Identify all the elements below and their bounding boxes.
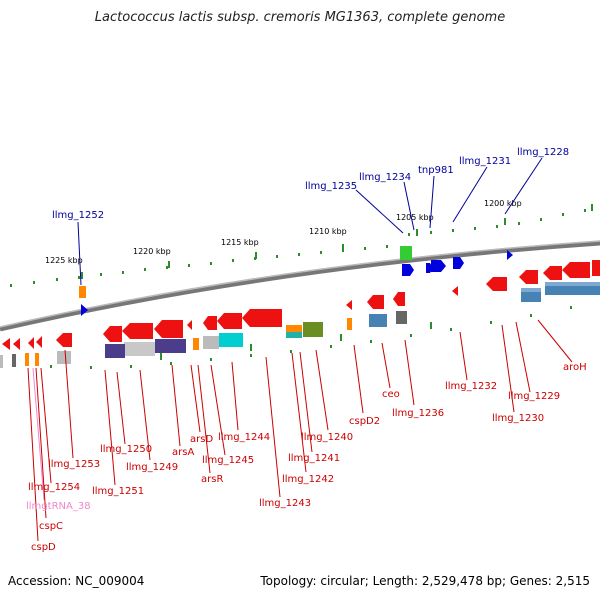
reverse-gene-arrow [36,336,42,348]
reverse-gene-arrow [367,295,384,309]
reverse-gene-arrow [122,323,153,339]
gene-label[interactable]: cspD [31,542,56,553]
bottom-gene-labels: llmg_1253 llmg_1254 llmgtRNA_38 cspC csp… [26,362,587,553]
scale-label: 1205 kbp [396,213,434,222]
feature-block [303,322,323,337]
gene-label[interactable]: llmg_1254 [28,482,80,493]
feature-block [193,338,199,350]
reverse-gene-arrow [217,313,242,329]
inner-tick-row [14,306,572,369]
gene-label[interactable]: llmg_1230 [492,413,544,424]
feature-block [347,318,352,330]
reverse-gene-arrow [592,260,600,276]
gene-label[interactable]: llmg_1228 [517,147,569,158]
gene-label[interactable]: cspD2 [349,416,380,427]
reverse-gene-arrow [103,326,122,342]
topology-text: Topology: circular; Length: 2,529,478 bp… [260,574,590,588]
top-gene-labels: llmg_1252 llmg_1235 llmg_1234 tnp981 llm… [52,147,569,221]
top-leader-lines [77,157,543,286]
gene-label[interactable]: llmg_1252 [52,210,104,221]
gene-label[interactable]: aroH [563,362,587,373]
feature-block [369,314,387,327]
scale-label: 1210 kbp [309,227,347,236]
gene-label[interactable]: llmgtRNA_38 [26,501,91,512]
reverse-gene-arrow [393,292,405,306]
gene-label[interactable]: llmg_1243 [259,498,311,509]
feature-block [12,354,16,367]
reverse-gene-arrow [2,338,10,350]
feature-block [396,311,407,324]
scale-label: 1200 kbp [484,199,522,208]
reverse-gene-arrow [28,337,34,349]
gene-label[interactable]: arsR [201,474,223,485]
scale-label: 1215 kbp [221,238,259,247]
feature-block [155,339,186,353]
forward-genes [79,246,513,316]
gene-label[interactable]: llmg_1242 [282,474,334,485]
reverse-gene-arrow [543,266,562,280]
feature-block [79,286,86,298]
gene-label[interactable]: llmg_1232 [445,381,497,392]
reverse-gene-arrow [13,338,20,350]
reverse-gene-arrow [519,270,538,284]
reverse-gene-arrow [562,262,590,278]
gene-label[interactable]: llmg_1240 [301,432,353,443]
forward-gene-arrow [453,257,464,269]
forward-gene-arrow [81,304,88,316]
gene-label[interactable]: cspC [39,521,63,532]
gene-label[interactable]: arsA [172,447,194,458]
feature-block [25,353,29,366]
gene-label[interactable]: llmg_1235 [305,181,357,192]
feature-block [286,325,302,332]
feature-block [124,342,155,356]
reverse-gene-arrow [346,300,352,310]
reverse-gene-arrow [56,333,72,347]
feature-block [400,246,412,260]
feature-block [35,353,39,366]
gene-label[interactable]: llmg_1249 [126,462,178,473]
forward-gene-arrow [507,250,513,260]
scale-label: 1225 kbp [45,256,83,265]
reverse-gene-arrow [187,320,192,330]
forward-gene-arrow [402,264,414,276]
gene-label[interactable]: llmg_1251 [92,486,144,497]
scale-labels: 1225 kbp 1220 kbp 1215 kbp 1210 kbp 1205… [45,199,522,265]
gene-label[interactable]: llmg_1229 [508,391,560,402]
gene-label[interactable]: ceo [382,389,400,400]
map-title: Lactococcus lactis subsp. cremoris MG136… [94,10,506,25]
reverse-gene-arrow [242,309,282,327]
scale-label: 1220 kbp [133,247,171,256]
feature-block [203,336,219,349]
reverse-genes-upper [346,260,600,330]
feature-block [0,355,3,368]
forward-gene-arrow [431,260,446,272]
feature-block [57,351,71,364]
outer-tick-row [10,204,593,287]
reverse-gene-arrow [203,316,217,330]
gene-label[interactable]: llmg_1250 [100,444,152,455]
gene-label[interactable]: llmg_1234 [359,172,411,183]
reverse-genes-lower [0,309,323,368]
genome-backbone [0,240,600,332]
gene-label[interactable]: llmg_1244 [218,432,270,443]
feature-block [105,344,125,358]
gene-label[interactable]: llmg_1236 [392,408,444,419]
accession-text: Accession: NC_009004 [8,574,145,588]
feature-block [286,332,302,338]
gene-label[interactable]: tnp981 [418,165,454,176]
reverse-gene-arrow [486,277,507,291]
feature-block [219,333,243,347]
gene-label[interactable]: llmg_1231 [459,156,511,167]
gene-label[interactable]: arsD [190,434,213,445]
gene-label[interactable]: llmg_1241 [288,453,340,464]
gene-label[interactable]: llmg_1253 [48,459,100,470]
bottom-leader-lines [27,319,573,542]
reverse-gene-arrow [154,320,183,338]
reverse-gene-arrow [452,286,458,296]
gene-label[interactable]: llmg_1245 [202,455,254,466]
